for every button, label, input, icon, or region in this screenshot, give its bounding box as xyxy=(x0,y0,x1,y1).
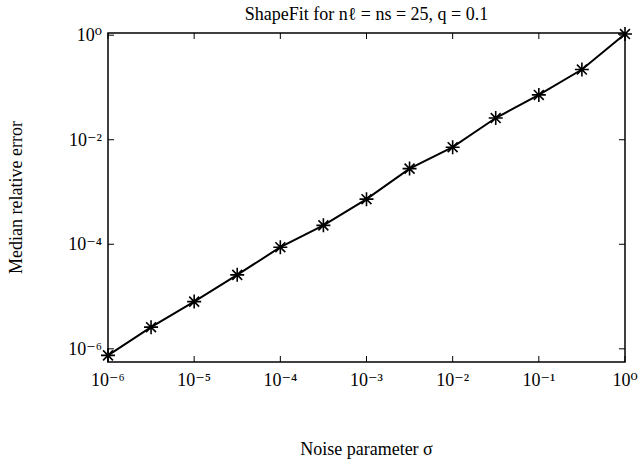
y-tick xyxy=(108,35,114,36)
y-tick xyxy=(108,139,114,140)
plot-frame xyxy=(108,33,625,362)
x-tick xyxy=(538,356,539,362)
y-tick xyxy=(108,348,114,349)
marker xyxy=(316,218,330,232)
x-tick xyxy=(194,356,195,362)
y-tick-right xyxy=(619,139,625,140)
x-tick-label: 10⁻² xyxy=(436,370,469,390)
chart-svg: ShapeFit for nℓ = ns = 25, q = 0.1 10⁻⁶ 10… xyxy=(0,0,640,465)
marker xyxy=(446,140,460,154)
marker xyxy=(575,63,589,77)
x-tick-top xyxy=(452,33,453,39)
x-tick xyxy=(280,356,281,362)
marker xyxy=(532,88,546,102)
x-tick-label: 10⁻⁴ xyxy=(263,370,297,390)
x-tick-label: 10⁻³ xyxy=(350,370,384,390)
x-tick xyxy=(452,356,453,362)
marker xyxy=(360,192,374,206)
plot-area xyxy=(101,27,632,362)
y-axis-label: Median relative error xyxy=(6,121,26,274)
x-tick-top xyxy=(194,33,195,39)
y-tick xyxy=(108,244,114,245)
chart-container: ShapeFit for nℓ = ns = 25, q = 0.1 10⁻⁶ 10… xyxy=(0,0,640,465)
x-tick-label: 10⁰ xyxy=(612,370,637,390)
y-tick-label: 10⁻² xyxy=(69,130,102,150)
marker xyxy=(144,320,158,334)
x-tick-label: 10⁻⁵ xyxy=(177,370,211,390)
x-tick-label: 10⁻⁶ xyxy=(91,370,125,390)
x-tick-top xyxy=(366,33,367,39)
marker xyxy=(403,162,417,176)
x-tick xyxy=(366,356,367,362)
y-tick-right xyxy=(619,244,625,245)
x-axis-label: Noise parameter σ xyxy=(300,439,433,459)
y-tick-label: 10⁻⁶ xyxy=(68,339,102,359)
plot-bg xyxy=(108,33,625,362)
y-tick-label: 10⁰ xyxy=(77,25,102,45)
marker xyxy=(273,240,287,254)
x-tick-top xyxy=(280,33,281,39)
y-tick-right xyxy=(619,348,625,349)
x-tick-top xyxy=(538,33,539,39)
title: ShapeFit for nℓ = ns = 25, q = 0.1 xyxy=(245,4,489,24)
x-tick-label: 10⁻¹ xyxy=(522,370,555,390)
marker xyxy=(489,111,503,125)
marker xyxy=(230,268,244,282)
series-line xyxy=(108,34,625,355)
y-tick-label: 10⁻⁴ xyxy=(68,234,102,254)
marker xyxy=(187,295,201,309)
